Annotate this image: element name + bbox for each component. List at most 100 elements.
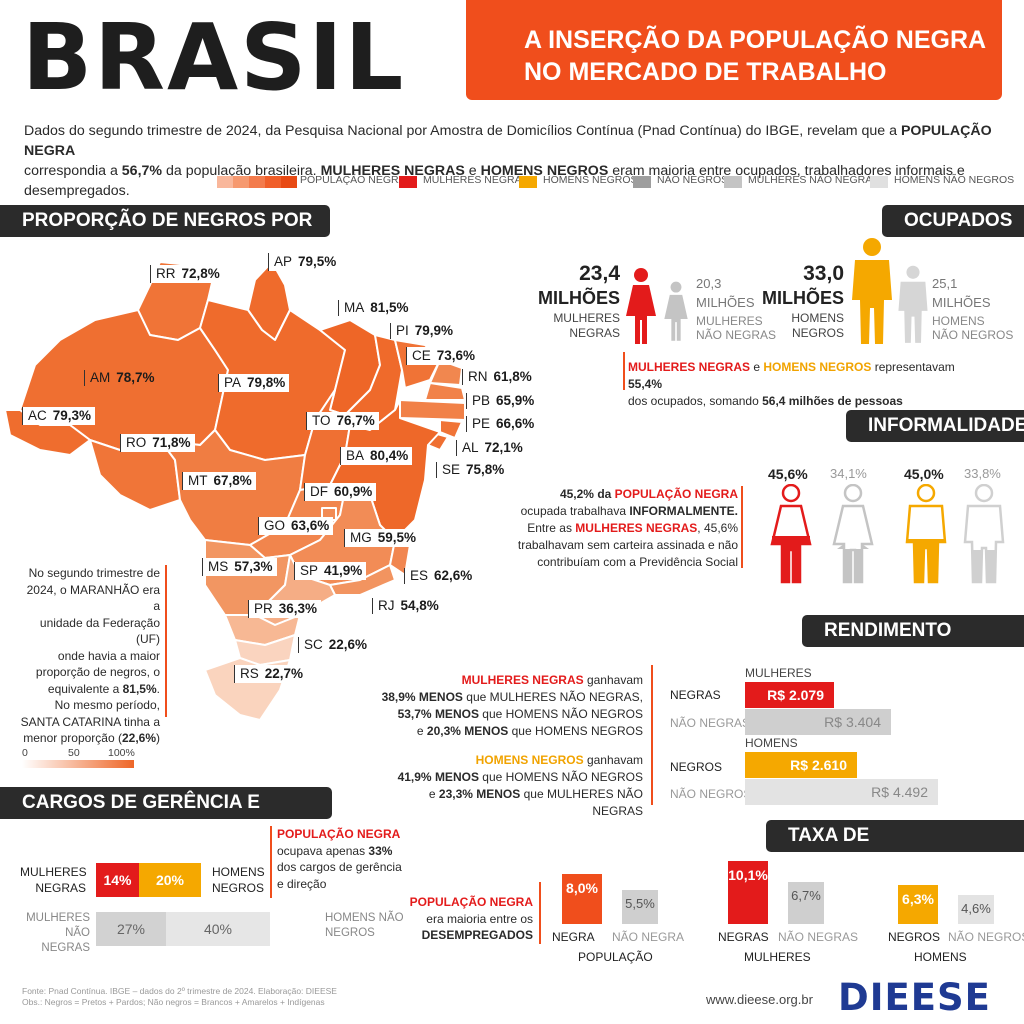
rend-bar-women-black: R$ 2.079 — [745, 682, 834, 708]
rend-text: que HOMENS NÃO NEGROS — [478, 707, 643, 721]
rend-row-label: NÃO NEGRAS — [670, 716, 751, 730]
intro-bold: POPULAÇÃO NEGRA — [24, 123, 992, 159]
inf-bold: MULHERES NEGRAS — [575, 521, 698, 535]
uf-value: 67,8% — [213, 473, 252, 488]
rend-text: que HOMENS NEGROS — [508, 724, 643, 738]
legend-swatch — [633, 176, 651, 188]
uf-label-es: ES 62,6% — [404, 568, 472, 584]
maranhao-note: No segundo trimestre de 2024, o MARANHÃO… — [20, 566, 160, 745]
intro-bold: MULHERES NEGRAS — [320, 163, 465, 179]
desoc-group-label: HOMENS — [914, 950, 967, 964]
legend-gradient-swatch — [217, 176, 297, 188]
uf-code: AM — [90, 370, 111, 385]
rend-row-label: NEGROS — [670, 760, 723, 774]
woman-black-informal-icon — [770, 484, 812, 584]
uf-value: 63,6% — [291, 518, 330, 533]
inf-text: , 45,6% — [697, 521, 738, 535]
ocupados-hnn-l2: NÃO NEGROS — [932, 328, 1014, 342]
desoc-text: POPULAÇÃO NEGRA era maioria entre os DES… — [405, 894, 533, 944]
note-line: ) — [156, 731, 160, 745]
uf-value: 80,4% — [370, 448, 409, 463]
ocupados-summary: MULHERES NEGRAS e HOMENS NEGROS represen… — [628, 359, 968, 410]
uf-value: 72,1% — [484, 440, 523, 455]
cargos-bar-a: 14% — [96, 863, 139, 897]
ocupados-mnn-l2: NÃO NEGRAS — [696, 328, 777, 342]
summary-text: representavam — [871, 360, 955, 374]
uf-code: AL — [462, 440, 479, 455]
desoc-bar-1-1: 6,7% — [788, 882, 824, 924]
rend-text: ganhavam — [583, 673, 643, 687]
uf-label-rr: RR 72,8% — [150, 265, 224, 283]
uf-label-pr: PR 36,3% — [248, 600, 322, 618]
uf-code: PE — [472, 416, 491, 431]
uf-code: PI — [396, 323, 409, 338]
uf-value: 78,7% — [116, 370, 155, 385]
uf-value: 65,9% — [496, 393, 535, 408]
uf-label-pa: PA 79,8% — [218, 374, 290, 392]
uf-value: 61,8% — [493, 369, 532, 384]
footer-url[interactable]: www.dieese.org.br — [706, 992, 813, 1007]
uf-label-rj: RJ 54,8% — [372, 598, 439, 614]
summary-bold: 56,4 milhões de pessoas — [762, 394, 903, 408]
uf-code: TO — [312, 413, 331, 428]
uf-code: RN — [468, 369, 488, 384]
uf-code: ES — [410, 568, 429, 583]
rend-text: e — [428, 787, 439, 801]
uf-label-mt: MT 67,8% — [182, 472, 256, 490]
uf-value: 79,5% — [298, 254, 337, 269]
intro-part: Dados do segundo trimestre de 2024, da P… — [24, 123, 901, 139]
uf-label-rs: RS 22,7% — [234, 665, 308, 683]
rend-bold: MULHERES NEGRAS — [461, 673, 584, 687]
desoc-bar-label: NEGROS — [888, 930, 941, 944]
inf-bold: INFORMALMENTE. — [629, 504, 738, 518]
ocupados-hn-l2: NEGROS — [791, 326, 844, 340]
uf-label-pi: PI 79,9% — [390, 323, 453, 339]
uf-value: 72,8% — [181, 266, 220, 281]
summary-bold: 55,4% — [628, 377, 663, 391]
intro-bold: 56,7% — [121, 163, 163, 179]
legend-label: HOMENS NÃO NEGROS — [894, 174, 1015, 186]
desoc-accent-line — [539, 882, 541, 944]
cargos-line: ocupava apenas — [277, 843, 369, 858]
woman-black-icon — [626, 268, 656, 344]
summary-text: e — [750, 360, 764, 374]
inf-text: trabalhavam sem carteira assinada e não — [517, 538, 738, 552]
inf-text: contribuíam com a Previdência Social — [537, 555, 738, 569]
intro-part: e — [464, 163, 481, 179]
uf-code: AP — [274, 254, 293, 269]
cargos-text: POPULAÇÃO NEGRA ocupava apenas 33% dos c… — [277, 826, 417, 892]
rend-text: que MULHERES NÃO NEGRAS — [520, 787, 643, 818]
summary-bold: MULHERES NEGRAS — [628, 360, 751, 374]
dieese-logo: DIEESE — [838, 976, 991, 1019]
uf-label-rn: RN 61,8% — [462, 369, 532, 385]
desoc-bold: POPULAÇÃO NEGRA — [409, 895, 533, 909]
uf-label-ma: MA 81,5% — [338, 300, 409, 316]
man-nonblack-informal-icon — [963, 484, 1005, 584]
uf-value: 79,8% — [247, 375, 286, 390]
desoc-line: era maioria entre os — [426, 911, 533, 926]
uf-value: 76,7% — [336, 413, 375, 428]
desoc-group-label: MULHERES — [744, 950, 811, 964]
cargos-left-label: MULHERES NEGRAS — [20, 865, 87, 895]
rend-bold: 41,9% MENOS — [397, 770, 479, 784]
uf-value: 81,5% — [370, 300, 409, 315]
desoc-bar-0-0: 8,0% — [562, 874, 602, 924]
man-black-informal-icon — [905, 484, 947, 584]
desoc-bar-label: NÃO NEGRAS — [778, 930, 859, 944]
map-scale-tick: 0 — [22, 747, 28, 759]
rend-bold: 53,7% MENOS — [397, 707, 479, 721]
title-line-1: A INSERÇÃO DA POPULAÇÃO NEGRA — [524, 26, 987, 54]
uf-code: MT — [188, 473, 208, 488]
map-state-al — [439, 419, 463, 439]
note-line: unidade da Federação (UF) — [39, 615, 160, 647]
map-scale-gradient — [22, 760, 134, 768]
legend-label: POPULAÇÃO NEGRA — [300, 174, 406, 186]
desoc-bar-label: NÃO NEGROS — [948, 930, 1024, 944]
uf-code: PA — [224, 375, 242, 390]
uf-code: PB — [472, 393, 491, 408]
uf-code: RR — [156, 266, 176, 281]
section-ocupados-header: OCUPADOS — [882, 205, 1024, 237]
uf-code: MG — [350, 530, 372, 545]
rend-group-label: MULHERES — [745, 666, 812, 680]
rend-text: ganhavam — [583, 753, 643, 767]
